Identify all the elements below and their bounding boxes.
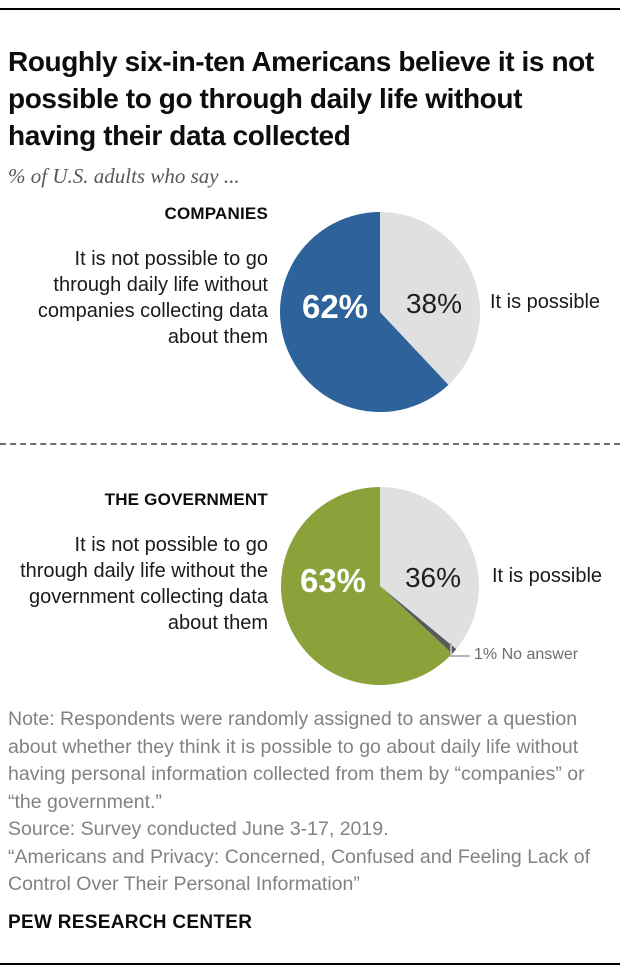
pie-slice bbox=[380, 212, 480, 385]
pie-slice bbox=[380, 487, 479, 650]
chart-subtitle: % of U.S. adults who say ... bbox=[8, 164, 240, 188]
companies-major-value: 62% bbox=[301, 288, 369, 325]
government-pie-svg bbox=[281, 487, 479, 685]
source-text: Source: Survey conducted June 3-17, 2019… bbox=[8, 818, 389, 840]
companies-pie-chart bbox=[280, 212, 480, 412]
pie-slice bbox=[280, 212, 449, 412]
footer-notes: Note: Respondents were randomly assigned… bbox=[8, 706, 604, 899]
government-description: It is not possible to go through daily l… bbox=[20, 534, 268, 634]
bottom-rule bbox=[0, 963, 620, 965]
pew-research-center-wordmark: PEW RESEARCH CENTER bbox=[8, 912, 253, 933]
no-answer-label: 1% No answer bbox=[474, 646, 579, 663]
government-pie-chart bbox=[281, 487, 479, 685]
companies-minor-value: 38% bbox=[405, 288, 463, 319]
top-rule bbox=[0, 8, 620, 10]
section-divider bbox=[0, 443, 620, 445]
companies-description: It is not possible to go through daily l… bbox=[37, 248, 268, 348]
page-title: Roughly six-in-ten Americans believe it … bbox=[8, 45, 594, 151]
note-text: Note: Respondents were randomly assigned… bbox=[8, 708, 585, 813]
companies-section-label: COMPANIES bbox=[164, 204, 268, 223]
government-section-label: THE GOVERNMENT bbox=[104, 490, 268, 509]
report-title-text: “Americans and Privacy: Concerned, Confu… bbox=[8, 845, 591, 896]
government-possible-label: It is possible bbox=[492, 565, 603, 587]
pie-slice bbox=[281, 487, 453, 685]
pie-slice bbox=[380, 586, 457, 654]
no-answer-callout-line bbox=[450, 643, 470, 657]
companies-possible-label: It is possible bbox=[490, 291, 601, 313]
government-minor-value: 36% bbox=[404, 562, 462, 593]
government-major-value: 63% bbox=[299, 562, 367, 599]
companies-pie-svg bbox=[280, 212, 480, 412]
